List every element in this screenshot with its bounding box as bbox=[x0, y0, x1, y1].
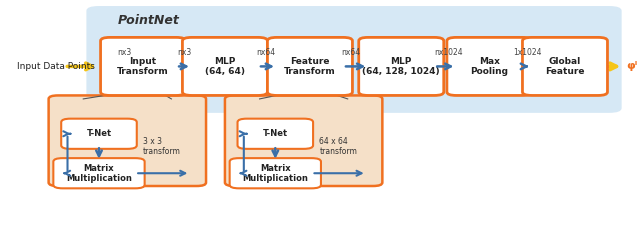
FancyBboxPatch shape bbox=[230, 158, 321, 188]
Text: Matrix
Multiplication: Matrix Multiplication bbox=[243, 164, 308, 183]
Text: φᴵ: φᴵ bbox=[627, 61, 637, 71]
Text: 64 x 64
transform: 64 x 64 transform bbox=[319, 137, 357, 156]
Text: Feature
Transform: Feature Transform bbox=[284, 57, 336, 76]
FancyBboxPatch shape bbox=[61, 119, 137, 149]
FancyBboxPatch shape bbox=[225, 95, 382, 186]
FancyBboxPatch shape bbox=[237, 119, 313, 149]
Text: nx64: nx64 bbox=[256, 48, 275, 57]
FancyBboxPatch shape bbox=[182, 37, 268, 95]
FancyBboxPatch shape bbox=[100, 37, 186, 95]
Text: nx3: nx3 bbox=[177, 48, 191, 57]
Text: 3 x 3
transform: 3 x 3 transform bbox=[143, 137, 181, 156]
Text: nx3: nx3 bbox=[117, 48, 131, 57]
Text: PointNet: PointNet bbox=[118, 14, 180, 27]
FancyBboxPatch shape bbox=[447, 37, 532, 95]
Text: MLP
(64, 64): MLP (64, 64) bbox=[205, 57, 245, 76]
Text: T-Net: T-Net bbox=[86, 129, 111, 138]
Text: Input Data Points: Input Data Points bbox=[17, 62, 95, 71]
FancyBboxPatch shape bbox=[49, 95, 206, 186]
FancyBboxPatch shape bbox=[268, 37, 353, 95]
Text: MLP
(64, 128, 1024): MLP (64, 128, 1024) bbox=[362, 57, 440, 76]
FancyBboxPatch shape bbox=[522, 37, 607, 95]
Text: Global
Feature: Global Feature bbox=[545, 57, 585, 76]
Text: T-Net: T-Net bbox=[263, 129, 288, 138]
FancyBboxPatch shape bbox=[359, 37, 444, 95]
Text: Input
Transform: Input Transform bbox=[117, 57, 169, 76]
Text: Max
Pooling: Max Pooling bbox=[470, 57, 508, 76]
Text: nx1024: nx1024 bbox=[434, 48, 463, 57]
FancyBboxPatch shape bbox=[86, 6, 621, 113]
FancyBboxPatch shape bbox=[53, 158, 145, 188]
Text: Matrix
Multiplication: Matrix Multiplication bbox=[66, 164, 132, 183]
Text: 1x1024: 1x1024 bbox=[513, 48, 541, 57]
Text: nx64: nx64 bbox=[341, 48, 360, 57]
